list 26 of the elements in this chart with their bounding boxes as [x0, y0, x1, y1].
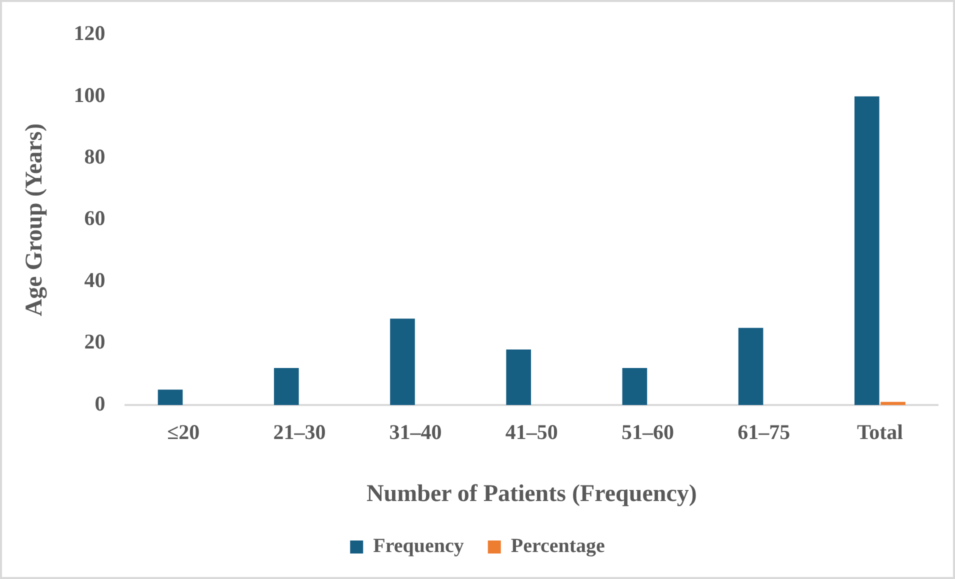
bar — [622, 368, 648, 405]
y-axis-title: Age Group (Years) — [22, 123, 48, 316]
bar — [854, 96, 880, 405]
x-tick-label: ≤20 — [167, 420, 200, 444]
y-tick-label: 120 — [74, 21, 106, 46]
bar — [506, 349, 531, 405]
x-tick-label: 61–75 — [738, 420, 790, 444]
bar — [274, 368, 299, 405]
y-tick-label: 0 — [94, 391, 106, 416]
y-tick-label: 60 — [84, 206, 106, 230]
bar — [738, 328, 764, 405]
x-tick-label: 21–30 — [273, 420, 326, 444]
bar — [158, 390, 183, 405]
y-tick-label: 20 — [84, 330, 106, 354]
legend-label: Percentage — [510, 535, 605, 558]
y-tick-label: 100 — [74, 82, 106, 107]
x-tick-label: 51–60 — [622, 420, 674, 444]
y-tick-label: 80 — [84, 144, 106, 168]
legend-label: Frequency — [373, 535, 464, 558]
x-tick-label: 41–50 — [505, 420, 558, 444]
bar — [390, 318, 415, 405]
bar — [880, 402, 906, 405]
x-axis-title: Number of Patients (Frequency) — [366, 480, 697, 507]
x-tick-label: Total — [856, 420, 904, 444]
y-tick-label: 40 — [84, 268, 106, 292]
x-tick-label: 31–40 — [389, 420, 442, 444]
